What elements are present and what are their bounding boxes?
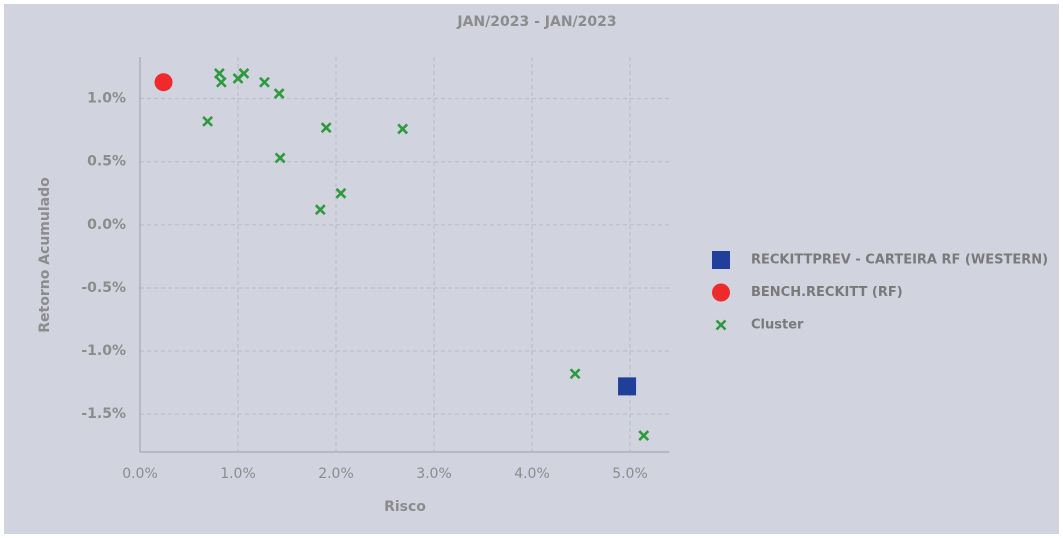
- point: [397, 123, 409, 135]
- x-tick-label: 0.0%: [122, 466, 158, 482]
- point: [238, 67, 250, 79]
- x-tick-label: 2.0%: [318, 466, 354, 482]
- legend-marker: [712, 251, 730, 269]
- point: [314, 204, 326, 216]
- y-tick-label: 0.5%: [87, 154, 126, 170]
- y-tick-label: 0.0%: [87, 217, 126, 233]
- legend-label: BENCH.RECKITT (RF): [751, 285, 903, 300]
- legend-label: Cluster: [751, 318, 804, 333]
- point: [618, 377, 637, 396]
- legend-marker: [715, 319, 727, 331]
- x-axis-label: Risco: [384, 499, 426, 515]
- chart-title: JAN/2023 - JAN/2023: [456, 14, 616, 30]
- y-tick-label: -0.5%: [81, 280, 126, 296]
- y-axis-label: Retorno Acumulado: [37, 177, 53, 333]
- point: [154, 73, 173, 92]
- y-tick-label: -1.5%: [81, 406, 126, 422]
- point: [259, 76, 270, 88]
- point: [274, 152, 286, 164]
- point: [320, 122, 332, 134]
- point: [569, 368, 581, 380]
- legend-label: RECKITTPREV - CARTEIRA RF (WESTERN): [751, 253, 1048, 268]
- y-tick-label: -1.0%: [81, 343, 126, 359]
- legend-marker: [712, 283, 730, 302]
- x-tick-label: 3.0%: [416, 466, 452, 482]
- point: [213, 67, 225, 79]
- point: [202, 115, 214, 127]
- y-tick-label: 1.0%: [87, 91, 126, 107]
- point: [335, 187, 347, 199]
- point: [273, 88, 285, 100]
- x-tick-label: 5.0%: [612, 466, 648, 482]
- x-tick-label: 4.0%: [514, 466, 550, 482]
- point: [638, 430, 650, 442]
- x-tick-label: 1.0%: [220, 466, 256, 482]
- point: [215, 76, 227, 88]
